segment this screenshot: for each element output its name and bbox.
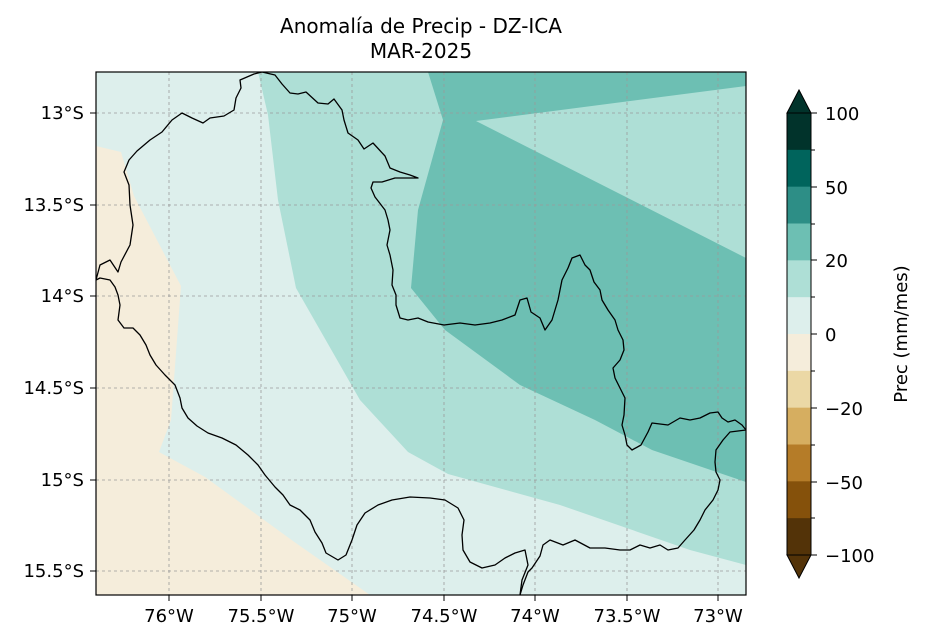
map-frame [95,71,747,596]
colorbar-top-arrow [786,88,812,114]
y-tick-label: 14°S [41,286,84,307]
colorbar-tick-label: 0 [825,325,836,346]
colorbar-band [787,260,811,298]
y-tick-label: 13.5°S [23,195,84,216]
colorbar-band [787,370,811,409]
colorbar-band [787,149,811,188]
x-axis-labels: 76°W 75.5°W 75°W 74.5°W 74°W 73.5°W 73°W [144,606,743,627]
x-tick-label: 73.5°W [594,606,661,627]
x-tick-label: 75°W [327,606,377,627]
y-tick-label: 14.5°S [23,378,84,399]
colorbar-label: Prec (mm/mes) [891,265,912,402]
y-tick-label: 13°S [41,103,84,124]
anomaly-zone-below-0 [96,146,370,595]
colorbar-tick-label: 20 [825,251,848,272]
tick-marks [90,112,719,601]
colorbar-band [787,481,811,519]
x-tick-label: 74.5°W [411,606,478,627]
colorbar-band [787,334,811,372]
graticule [96,72,746,595]
colorbar-band [787,297,811,335]
colorbar-band [787,518,811,556]
colorbar-band [787,186,811,224]
x-tick-label: 73°W [693,606,743,627]
colorbar-tick-label: −50 [825,473,863,494]
colorbar-bands [787,113,811,556]
colorbar-band [787,407,811,445]
x-tick-label: 75.5°W [228,606,295,627]
colorbar: 100 50 20 0 −20 −50 −100 Prec (mm/mes) [786,88,912,580]
colorbar-band [787,444,811,482]
colorbar-band [787,113,811,151]
y-axis-labels: 13°S 13.5°S 14°S 14.5°S 15°S 15.5°S [23,103,84,582]
colorbar-ticks [811,112,817,556]
colorbar-tick-label: 50 [825,178,848,199]
x-tick-label: 76°W [144,606,194,627]
colorbar-band [787,223,811,261]
colorbar-tick-label: −20 [825,399,863,420]
y-tick-label: 15.5°S [23,561,84,582]
colorbar-tick-label: 100 [825,104,859,125]
colorbar-bottom-arrow [786,554,812,580]
region-boundary-west [96,277,529,595]
map-title: Anomalía de Precip - DZ-ICA [280,14,562,38]
colorbar-tick-label: −100 [825,546,874,567]
map-subtitle: MAR-2025 [369,39,473,63]
region-boundary [96,72,746,595]
x-tick-label: 74°W [510,606,560,627]
y-tick-label: 15°S [41,470,84,491]
map-area [96,72,746,595]
anomaly-zone-20-30 [411,72,746,482]
